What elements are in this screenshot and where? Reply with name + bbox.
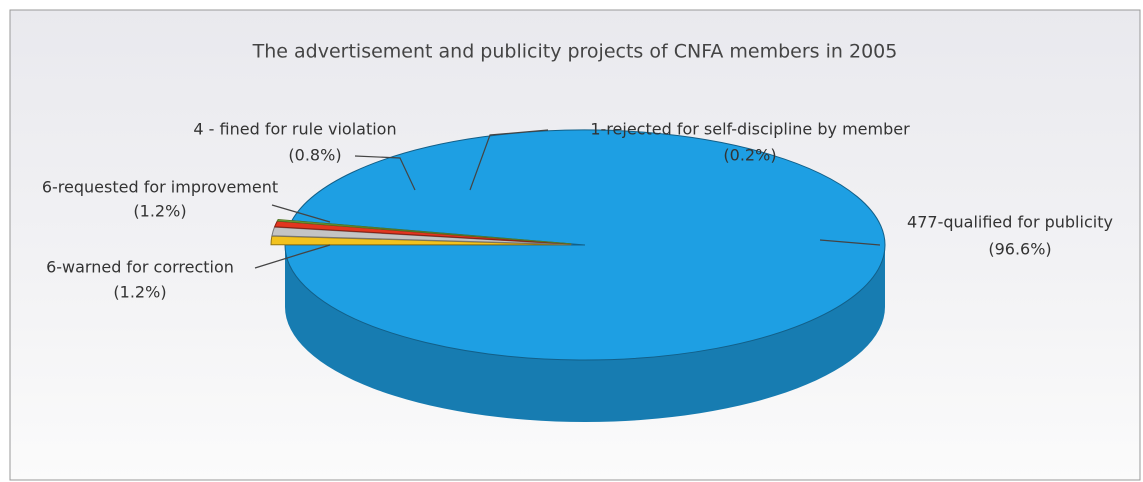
slice-label: 477-qualified for publicity	[907, 213, 1113, 232]
chart-title: The advertisement and publicity projects…	[252, 41, 898, 63]
leader-line	[819, 239, 881, 246]
slice-value-label: (0.8%)	[288, 146, 341, 165]
leader-line	[271, 204, 331, 223]
slice	[284, 129, 886, 361]
slice-label: 6-requested for improvement	[42, 178, 278, 197]
slice-value-label: (1.2%)	[113, 283, 166, 302]
leader-line	[254, 244, 331, 269]
slice-label: 6-warned for correction	[46, 258, 234, 277]
leader-line	[469, 129, 549, 191]
slice-value-label: (0.2%)	[723, 146, 776, 165]
slice-label: 1-rejected for self-discipline by member	[590, 120, 910, 139]
leader-line	[354, 155, 416, 191]
slice-side	[285, 245, 885, 422]
slice	[276, 218, 572, 245]
slice-value-label: (1.2%)	[133, 202, 186, 221]
slice-value-label: (96.6%)	[988, 240, 1051, 259]
slice-label: 4 - fined for rule violation	[193, 120, 396, 139]
